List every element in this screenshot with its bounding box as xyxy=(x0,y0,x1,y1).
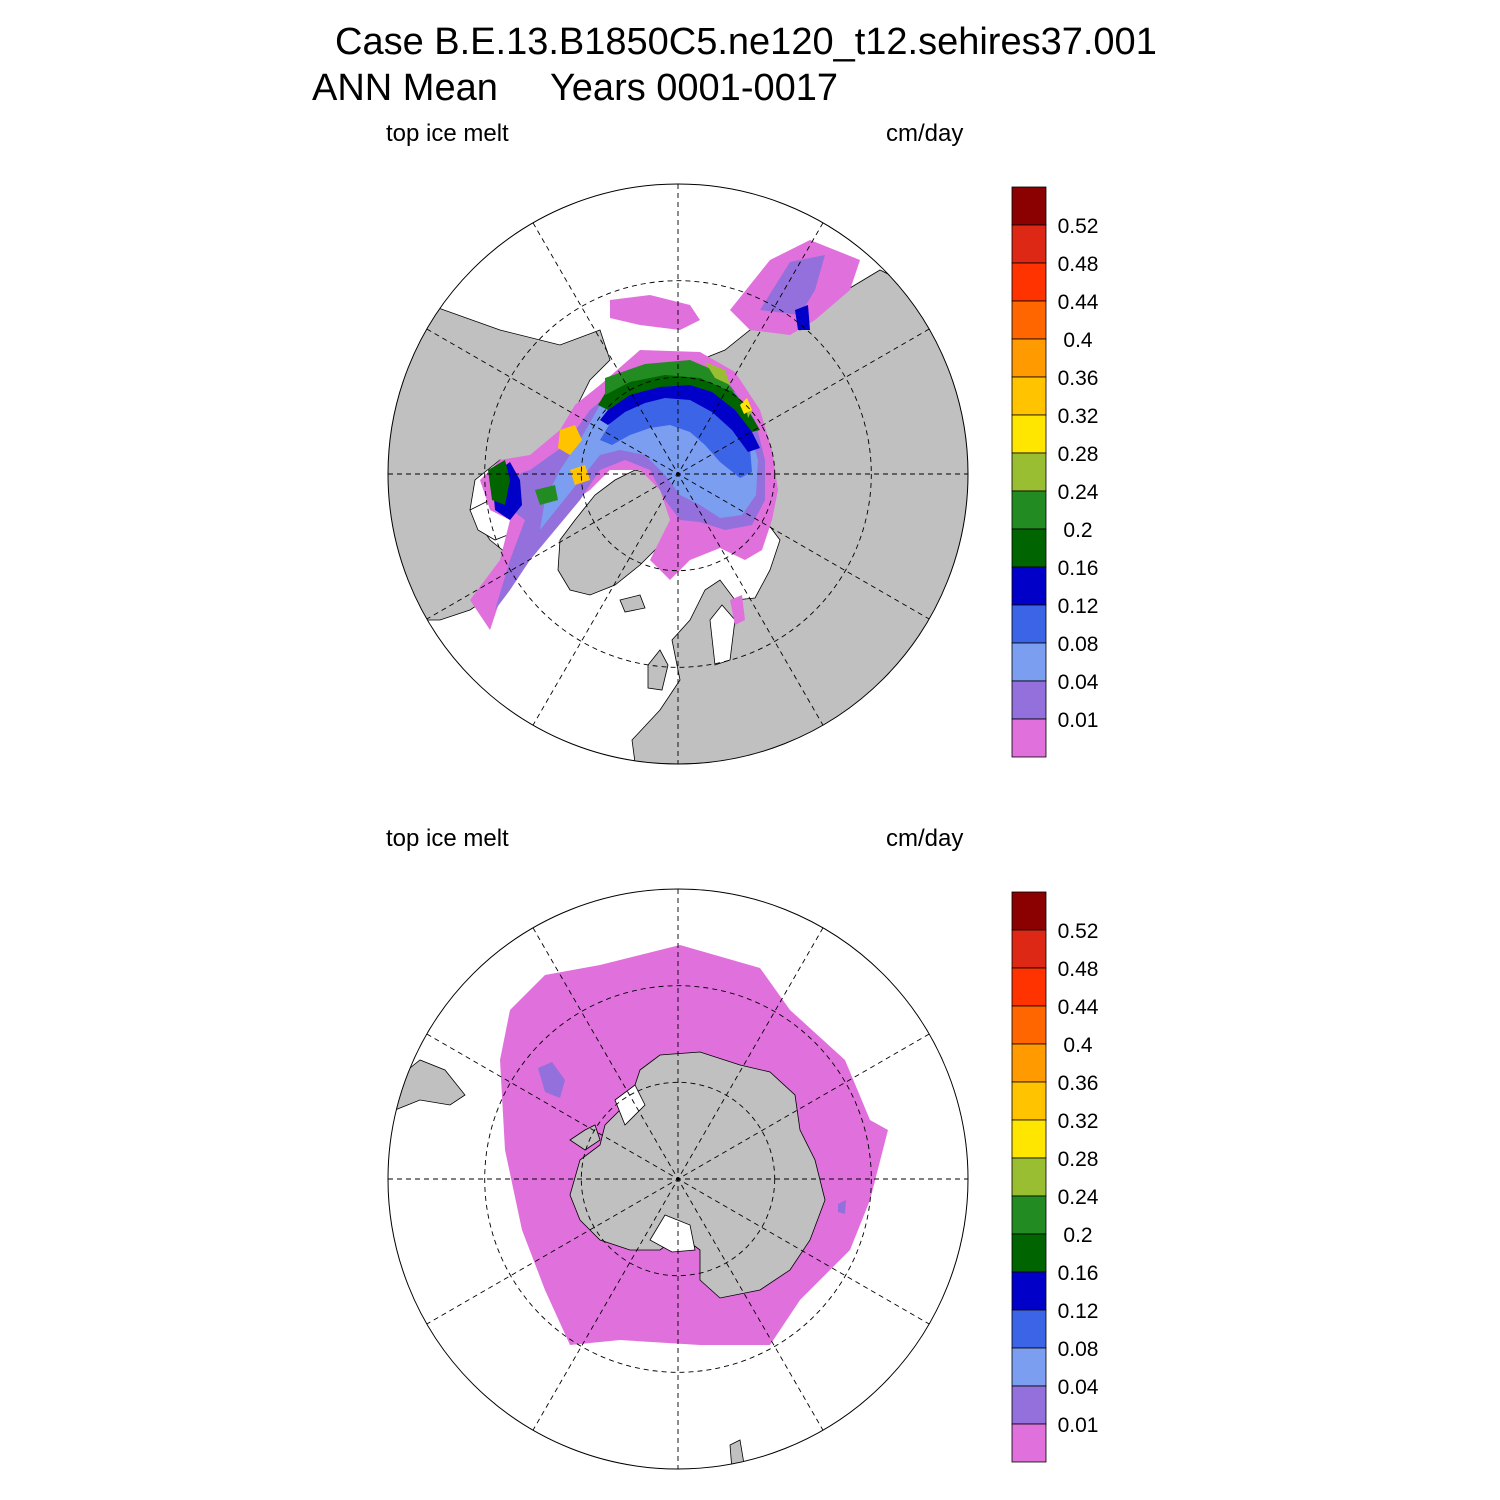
north-colorbar-box xyxy=(1011,718,1047,758)
north-colorbar-box xyxy=(1011,680,1047,720)
north-graticule xyxy=(388,184,968,764)
south-colorbar-box xyxy=(1011,1347,1047,1387)
north-panel-units-label: cm/day xyxy=(886,120,964,147)
south-colorbar-label: 0.04 xyxy=(1058,1376,1099,1399)
north-colorbar-box xyxy=(1011,452,1047,492)
north-colorbar-box xyxy=(1011,300,1047,340)
south-colorbar-label: 0.48 xyxy=(1058,958,1099,981)
south-colorbar-label: 0.32 xyxy=(1058,1110,1099,1133)
north-colorbar-label: 0.52 xyxy=(1058,215,1099,238)
south-colorbar-box xyxy=(1011,1043,1047,1083)
north-colorbar-label: 0.16 xyxy=(1058,557,1099,580)
north-colorbar-label: 0.48 xyxy=(1058,253,1099,276)
north-colorbar-box xyxy=(1011,186,1047,226)
north-colorbar-box xyxy=(1011,414,1047,454)
north-panel-variable-label: top ice melt xyxy=(386,120,509,147)
north-colorbar-label: 0.4 xyxy=(1063,329,1093,352)
north-colorbar-box xyxy=(1011,376,1047,416)
north-colorbar-label: 0.12 xyxy=(1058,595,1099,618)
north-polar-map xyxy=(387,183,969,765)
south-colorbar-label: 0.28 xyxy=(1058,1148,1099,1171)
north-colorbar-label: 0.04 xyxy=(1058,671,1099,694)
south-colorbar-box xyxy=(1011,1119,1047,1159)
north-colorbar-label: 0.01 xyxy=(1058,709,1099,732)
south-colorbar-box xyxy=(1011,1005,1047,1045)
south-colorbar-label: 0.01 xyxy=(1058,1414,1099,1437)
south-colorbar: 0.52 0.48 0.44 0.4 0.36 0.32 0.28 0.24 0.2 0.16 0.… xyxy=(1011,891,1099,1463)
north-colorbar: 0.52 0.48 0.44 0.4 0.36 0.32 0.28 0.24 0.2 0.16 0.… xyxy=(1011,186,1099,758)
south-colorbar-label: 0.12 xyxy=(1058,1300,1099,1323)
south-colorbar-box xyxy=(1011,929,1047,969)
south-colorbar-label: 0.36 xyxy=(1058,1072,1099,1095)
south-colorbar-box xyxy=(1011,1233,1047,1273)
north-colorbar-label: 0.08 xyxy=(1058,633,1099,656)
figure-title-case: Case B.E.13.B1850C5.ne120_t12.sehires37.… xyxy=(335,21,1157,63)
south-graticule xyxy=(388,889,968,1469)
north-sea-ice xyxy=(470,240,860,630)
south-colorbar-label: 0.08 xyxy=(1058,1338,1099,1361)
south-land xyxy=(394,1051,826,1469)
north-colorbar-label: 0.36 xyxy=(1058,367,1099,390)
north-colorbar-label: 0.32 xyxy=(1058,405,1099,428)
south-colorbar-label: 0.2 xyxy=(1063,1224,1092,1247)
south-colorbar-box xyxy=(1011,1195,1047,1235)
north-colorbar-label: 0.24 xyxy=(1058,481,1099,504)
south-colorbar-box xyxy=(1011,891,1047,931)
north-colorbar-box xyxy=(1011,262,1047,302)
south-colorbar-box xyxy=(1011,1309,1047,1349)
south-colorbar-label: 0.24 xyxy=(1058,1186,1099,1209)
south-colorbar-box xyxy=(1011,1423,1047,1463)
south-polar-map xyxy=(387,888,969,1470)
north-colorbar-label: 0.44 xyxy=(1058,291,1099,314)
south-colorbar-box xyxy=(1011,1385,1047,1425)
figure-title-period: ANN Mean Years 0001-0017 xyxy=(312,67,839,109)
north-colorbar-box xyxy=(1011,528,1047,568)
south-colorbar-box xyxy=(1011,1271,1047,1311)
south-colorbar-label: 0.4 xyxy=(1063,1034,1093,1057)
north-colorbar-box xyxy=(1011,338,1047,378)
north-colorbar-label: 0.28 xyxy=(1058,443,1099,466)
south-map-boundary xyxy=(387,888,969,1470)
south-panel-variable-label: top ice melt xyxy=(386,825,509,852)
south-colorbar-label: 0.52 xyxy=(1058,920,1099,943)
north-colorbar-box xyxy=(1011,604,1047,644)
south-colorbar-box xyxy=(1011,1081,1047,1121)
north-colorbar-label: 0.2 xyxy=(1063,519,1092,542)
north-map-boundary xyxy=(387,183,969,765)
south-colorbar-box xyxy=(1011,1157,1047,1197)
north-colorbar-box xyxy=(1011,224,1047,264)
south-colorbar-box xyxy=(1011,967,1047,1007)
south-colorbar-label: 0.44 xyxy=(1058,996,1099,1019)
south-panel-units-label: cm/day xyxy=(886,825,964,852)
south-colorbar-label: 0.16 xyxy=(1058,1262,1099,1285)
north-colorbar-box xyxy=(1011,566,1047,606)
north-colorbar-box xyxy=(1011,490,1047,530)
north-colorbar-box xyxy=(1011,642,1047,682)
